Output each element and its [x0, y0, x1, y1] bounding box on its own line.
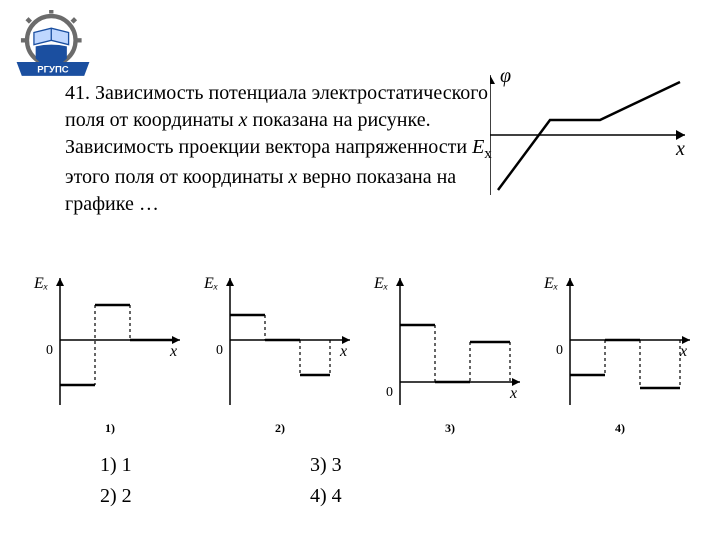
q-vector: E — [472, 136, 484, 158]
choice-graphs-row: Eₓ 0 x 1) Eₓ 0 x — [30, 270, 700, 430]
choice-graph-2: Eₓ 0 x 2) — [200, 270, 360, 430]
choice-caption-2: 2) — [200, 421, 360, 436]
q-coord-x: x — [239, 109, 248, 131]
zero-label-2: 0 — [216, 343, 223, 358]
phi-label: φ — [500, 70, 511, 87]
page-root: РГУПС 41. Зависимость потенциала электро… — [0, 0, 720, 540]
q-t4: этого поля от координаты — [65, 166, 288, 188]
zero-label-4: 0 — [556, 343, 563, 358]
choice-graph-4: Eₓ 0 x 4) — [540, 270, 700, 430]
answer-1: 1) 1 — [100, 450, 310, 481]
q-coord-x2: x — [288, 166, 297, 188]
x-label-main: x — [675, 138, 685, 160]
zero-label-3: 0 — [386, 385, 393, 400]
ex-label-1: Eₓ — [33, 275, 48, 292]
answer-row-2: 2) 2 4) 4 — [100, 481, 520, 512]
choice-graph-3: Eₓ 0 x 3) — [370, 270, 530, 430]
ex-label-2: Eₓ — [203, 275, 218, 292]
answer-row-1: 1) 1 3) 3 — [100, 450, 520, 481]
x-label-1: x — [169, 343, 177, 360]
q-t2: показана на рисунке. — [248, 109, 431, 131]
x-label-3: x — [509, 385, 517, 402]
university-logo: РГУПС — [8, 10, 98, 88]
q-t3: Зависимость проекции вектора напряженнос… — [65, 136, 472, 158]
answer-3: 3) 3 — [310, 450, 520, 481]
question-number: 41. — [65, 82, 90, 104]
answer-4: 4) 4 — [310, 481, 520, 512]
logo-ribbon-text: РГУПС — [37, 64, 68, 75]
choice-graph-1: Eₓ 0 x 1) — [30, 270, 190, 430]
x-label-2: x — [339, 343, 347, 360]
x-label-4: x — [679, 343, 687, 360]
zero-label-1: 0 — [46, 343, 53, 358]
logo-svg: РГУПС — [8, 10, 98, 88]
choice-caption-3: 3) — [370, 421, 530, 436]
phi-of-x-graph: φ 0 x — [490, 70, 690, 200]
answer-2: 2) 2 — [100, 481, 310, 512]
choice-caption-4: 4) — [540, 421, 700, 436]
ex-label-4: Eₓ — [543, 275, 558, 292]
question-text: 41. Зависимость потенциала электро­стати… — [65, 80, 505, 218]
choice-caption-1: 1) — [30, 421, 190, 436]
ex-label-3: Eₓ — [373, 275, 388, 292]
answer-options: 1) 1 3) 3 2) 2 4) 4 — [100, 450, 520, 512]
